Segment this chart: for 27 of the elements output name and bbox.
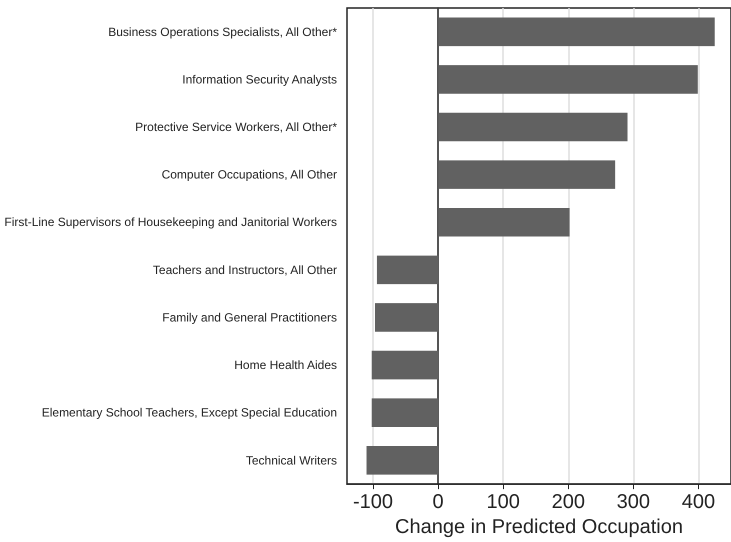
bar (438, 65, 698, 94)
y-tick-label: Elementary School Teachers, Except Special Education (42, 406, 337, 420)
bar (376, 256, 438, 284)
x-tick-label: -100 (353, 491, 394, 514)
y-tick-label: Teachers and Instructors, All Other (152, 262, 337, 277)
x-tick-label: 400 (682, 491, 716, 514)
x-axis-title: Change in Predicted Occupation (395, 516, 683, 538)
x-tick-label: 300 (616, 491, 650, 514)
bar (366, 446, 438, 475)
bar (372, 398, 438, 427)
bar (438, 208, 570, 237)
x-tick-label: 0 (432, 491, 444, 514)
y-tick-label: Home Health Aides (234, 358, 337, 372)
y-tick-label: Information Security Analysts (182, 72, 337, 86)
bar (372, 350, 438, 380)
y-tick-label: Computer Occupations, All Other (162, 168, 337, 182)
bar (374, 303, 438, 332)
bar (438, 18, 715, 46)
y-tick-label: Technical Writers (246, 453, 337, 468)
y-tick-label: Family and General Practitioners (162, 310, 337, 324)
bar (438, 112, 628, 142)
x-tick-label: 100 (486, 491, 520, 514)
bar (438, 160, 616, 189)
y-tick-label: Business Operations Specialists, All Other* (108, 24, 338, 39)
y-tick-label: Protective Service Workers, All Other* (135, 120, 338, 134)
y-tick-label: First-Line Supervisors of Housekeeping and Janitorial Workers (4, 215, 337, 230)
x-tick-label: 200 (552, 491, 585, 514)
